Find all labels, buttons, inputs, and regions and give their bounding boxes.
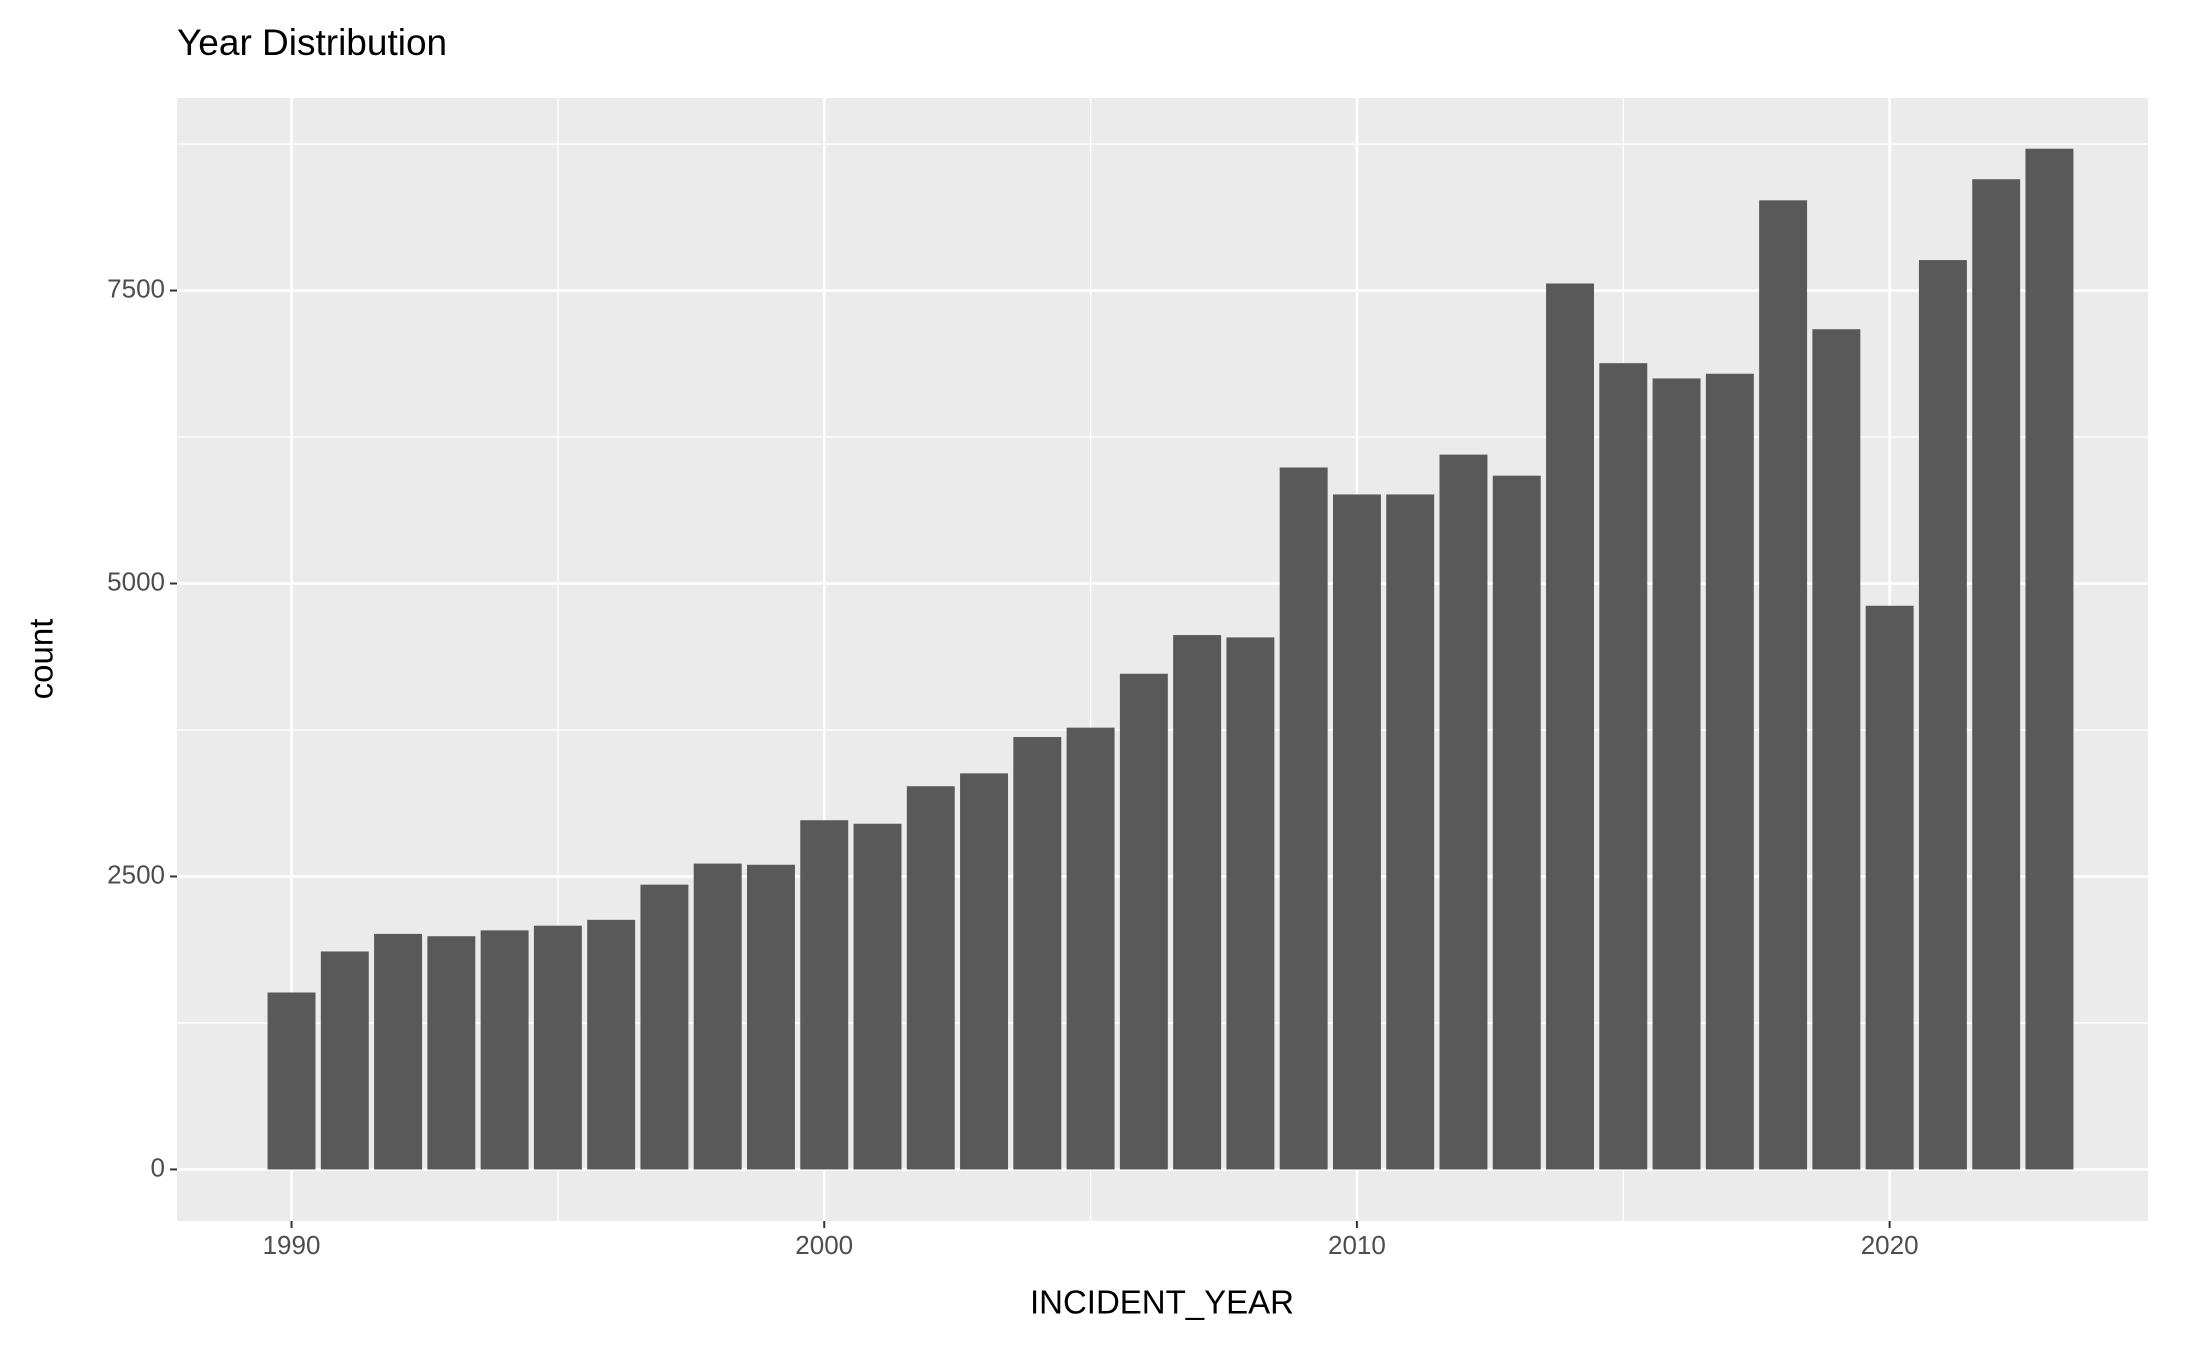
bar xyxy=(1119,673,1168,1170)
y-tick-label: 7500 xyxy=(107,273,165,303)
bar xyxy=(1759,200,1808,1170)
bar xyxy=(320,951,369,1170)
bar xyxy=(853,823,902,1170)
x-tick-label: 2020 xyxy=(1861,1230,1919,1260)
bar xyxy=(533,925,582,1170)
bars xyxy=(267,148,2074,1170)
bar xyxy=(427,936,476,1170)
bar xyxy=(1652,378,1701,1170)
y-tick-label: 0 xyxy=(151,1152,165,1182)
bar xyxy=(1918,260,1967,1170)
x-tick-label: 2000 xyxy=(795,1230,853,1260)
bar xyxy=(640,884,689,1170)
bar xyxy=(1066,727,1115,1170)
bar xyxy=(960,773,1009,1170)
bar xyxy=(1546,283,1594,1170)
bar xyxy=(1386,494,1435,1170)
bar xyxy=(2025,148,2074,1170)
x-axis-title: INCIDENT_YEAR xyxy=(1030,1284,1294,1321)
bar xyxy=(1492,475,1541,1170)
bar xyxy=(800,820,849,1170)
bar xyxy=(1173,635,1222,1170)
bar xyxy=(693,863,742,1170)
bar xyxy=(1865,605,1914,1170)
bar xyxy=(906,786,955,1170)
bar xyxy=(1332,494,1381,1170)
bar xyxy=(1705,373,1754,1170)
bar xyxy=(1226,637,1275,1170)
bar xyxy=(480,930,529,1170)
bar xyxy=(1972,179,2021,1170)
bar xyxy=(267,992,316,1170)
chart-title: Year Distribution xyxy=(177,22,447,63)
bar xyxy=(587,919,636,1170)
bar xyxy=(374,933,423,1170)
bar xyxy=(1279,467,1328,1170)
bar xyxy=(746,864,795,1170)
x-tick-label: 1990 xyxy=(263,1230,321,1260)
y-tick-label: 2500 xyxy=(107,859,165,889)
bar xyxy=(1812,329,1861,1170)
bar xyxy=(1599,363,1648,1170)
bar xyxy=(1013,737,1062,1170)
bar xyxy=(1439,454,1488,1170)
y-axis-title: count xyxy=(23,619,60,700)
y-tick-label: 5000 xyxy=(107,566,165,596)
x-tick-label: 2010 xyxy=(1328,1230,1386,1260)
